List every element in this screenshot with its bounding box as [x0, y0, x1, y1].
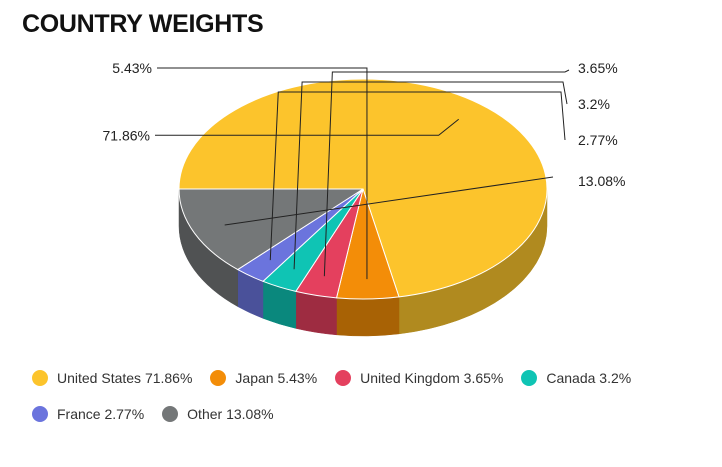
data-label-canada: 3.2% — [578, 96, 610, 112]
legend-swatch-japan — [210, 370, 227, 386]
legend-swatch-united-states — [32, 370, 48, 386]
legend-label-other: Other 13.08% — [187, 406, 274, 422]
leader-line-other — [224, 176, 554, 226]
pie-slices — [178, 78, 548, 300]
legend-swatch-united-kingdom — [335, 370, 352, 386]
legend-item-united-kingdom[interactable]: United Kingdom 3.65% — [335, 370, 503, 386]
legend-label-canada: Canada 3.2% — [546, 370, 632, 386]
legend-label-japan: Japan 5.43% — [235, 370, 318, 386]
legend-item-other[interactable]: Other 13.08% — [162, 406, 274, 422]
data-label-united-kingdom: 3.65% — [578, 60, 618, 76]
pie-slice-united-states[interactable] — [178, 78, 548, 298]
data-label-united-states: 71.86% — [103, 127, 150, 143]
legend-label-united-kingdom: United Kingdom 3.65% — [360, 370, 504, 386]
legend-item-united-states[interactable]: United States 71.86% — [32, 370, 192, 386]
legend-swatch-canada — [521, 370, 538, 386]
legend-swatch-other — [162, 406, 179, 422]
pie-slice-other[interactable] — [178, 188, 364, 271]
data-label-france: 2.77% — [578, 132, 618, 148]
legend-item-japan[interactable]: Japan 5.43% — [210, 370, 317, 386]
leader-line-canada — [293, 81, 568, 270]
chart-title: COUNTRY WEIGHTS — [22, 10, 264, 38]
legend-item-france[interactable]: France 2.77% — [32, 406, 144, 422]
leader-line-france — [269, 91, 566, 261]
data-label-japan: 5.43% — [112, 60, 152, 76]
pie-side-united-kingdom — [295, 291, 337, 336]
legend-swatch-france — [32, 406, 48, 422]
leader-line-united-states — [155, 118, 460, 136]
pie-labels: 71.86% 5.43% 3.65% 3.2% 2.77% 13.08% — [103, 60, 625, 280]
pie-side-walls — [178, 188, 548, 337]
legend-label-united-states: United States 71.86% — [57, 370, 193, 386]
pie-side-japan — [336, 296, 400, 337]
pie-chart: 71.86% 5.43% 3.65% 3.2% 2.77% 13.08% — [103, 60, 625, 337]
chart-legend: United States 71.86% Japan 5.43% United Ki… — [32, 370, 722, 422]
leader-line-united-kingdom — [323, 69, 570, 277]
leader-line-japan — [157, 67, 368, 280]
legend-item-canada[interactable]: Canada 3.2% — [521, 370, 631, 386]
data-label-other: 13.08% — [578, 173, 625, 189]
legend-label-france: France 2.77% — [57, 406, 145, 422]
